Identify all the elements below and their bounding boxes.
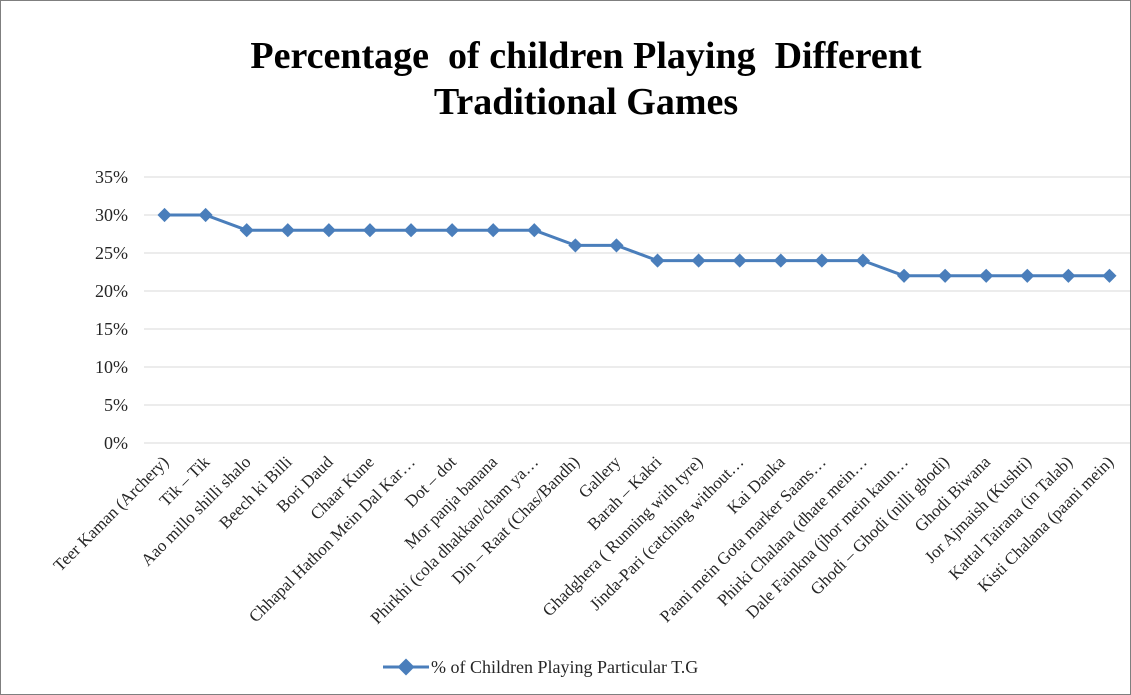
y-tick-label: 30% — [95, 205, 128, 225]
data-point-marker — [855, 253, 871, 268]
y-tick-label: 35% — [95, 167, 128, 187]
data-point-marker — [732, 253, 747, 268]
data-point-marker — [198, 207, 213, 223]
data-point-marker — [568, 238, 583, 253]
y-tick-label: 0% — [104, 433, 128, 453]
data-point-marker — [773, 253, 788, 268]
data-point-marker — [979, 268, 994, 283]
y-tick-label: 20% — [95, 281, 128, 301]
data-point-marker — [1020, 268, 1035, 283]
data-point-marker — [691, 253, 706, 268]
chart-title-line-1: Percentage of children Playing Different — [250, 35, 922, 77]
data-point-marker — [239, 223, 254, 238]
gridlines — [144, 176, 1130, 406]
chart-title-line-2: Traditional Games — [433, 81, 739, 123]
y-axis-tick-labels: 0% 5% 10% 15% 20% 25% 30% 35% — [95, 167, 128, 453]
series-line — [164, 213, 1110, 278]
y-tick-label: 5% — [104, 395, 128, 415]
legend: % of Children Playing Particular T.G — [381, 653, 698, 681]
y-tick-label: 25% — [95, 243, 128, 263]
data-point-marker — [403, 223, 419, 238]
data-point-marker — [1061, 268, 1076, 283]
data-point-marker — [280, 223, 295, 238]
y-tick-label: 15% — [95, 319, 128, 339]
legend-line-marker-icon — [383, 658, 429, 676]
data-point-marker — [1102, 268, 1117, 283]
data-point-marker — [650, 253, 665, 268]
data-point-marker — [609, 238, 624, 253]
series-markers — [157, 207, 1117, 283]
data-point-marker — [527, 223, 542, 238]
chart-title: Percentage of children Playing Different… — [81, 33, 1091, 125]
data-point-marker — [157, 207, 172, 223]
data-point-marker — [445, 223, 460, 238]
data-point-marker — [938, 268, 953, 283]
data-point-marker — [896, 268, 912, 283]
y-tick-label: 10% — [95, 357, 128, 377]
data-point-marker — [362, 223, 378, 238]
legend-label: % of Children Playing Particular T.G — [431, 656, 699, 677]
data-point-marker — [814, 253, 829, 268]
data-point-marker — [486, 223, 501, 238]
data-point-marker — [321, 223, 336, 238]
